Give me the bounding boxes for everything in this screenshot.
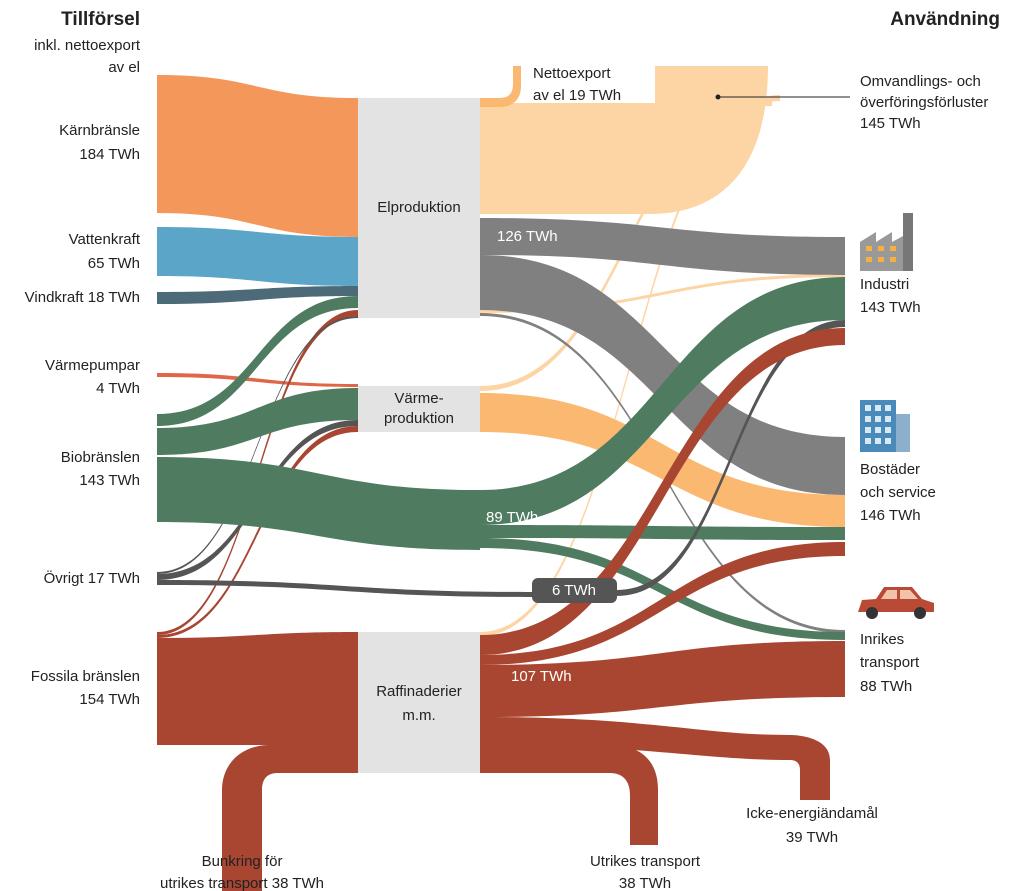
sink-value: 88 TWh bbox=[860, 678, 912, 695]
source-label: Vattenkraft bbox=[69, 231, 141, 248]
source-label: Vindkraft 18 TWh bbox=[25, 289, 140, 306]
flow-label: 126 TWh bbox=[497, 228, 558, 245]
use-title: Användning bbox=[890, 9, 1000, 30]
flow bbox=[157, 388, 358, 455]
flow bbox=[157, 632, 358, 745]
supply-subtitle: av el bbox=[108, 59, 140, 76]
export-label: Icke-energiändamål bbox=[746, 805, 878, 822]
process-box bbox=[358, 386, 480, 432]
flow bbox=[480, 542, 845, 665]
flow-pill bbox=[532, 578, 617, 603]
flow bbox=[480, 274, 845, 313]
flow bbox=[480, 277, 845, 525]
flow bbox=[157, 580, 532, 597]
flow bbox=[157, 457, 480, 550]
export-label: 38 TWh bbox=[619, 875, 671, 891]
source-label: Värmepumpar bbox=[45, 357, 140, 374]
sink-value: 143 TWh bbox=[860, 299, 921, 316]
flow-label: 107 TWh bbox=[511, 668, 572, 685]
flow bbox=[480, 218, 845, 275]
flow bbox=[480, 66, 768, 214]
flow bbox=[157, 75, 358, 237]
flow-label: 6 TWh bbox=[552, 582, 596, 599]
sink-label: Omvandlings- och bbox=[860, 73, 981, 90]
flow bbox=[222, 745, 358, 891]
sink-value: 145 TWh bbox=[860, 115, 921, 132]
flow bbox=[157, 227, 358, 286]
export-label: utrikes transport 38 TWh bbox=[160, 875, 324, 891]
flow bbox=[480, 328, 845, 655]
sink-label: transport bbox=[860, 654, 920, 671]
export-label: Nettoexport bbox=[533, 65, 611, 82]
flow bbox=[157, 286, 358, 304]
source-value: 154 TWh bbox=[79, 691, 140, 708]
export-label: av el 19 TWh bbox=[533, 87, 621, 104]
flow bbox=[157, 296, 358, 426]
flow bbox=[480, 525, 845, 540]
source-label: Biobränslen bbox=[61, 449, 140, 466]
flows bbox=[157, 66, 845, 891]
sink-label: och service bbox=[860, 484, 936, 501]
process-label: Värme- bbox=[394, 390, 443, 407]
sink-label: Industri bbox=[860, 276, 909, 293]
source-value: 143 TWh bbox=[79, 472, 140, 489]
flow-label: 89 TWh bbox=[486, 509, 538, 526]
source-value: 4 TWh bbox=[96, 380, 140, 397]
source-value: 184 TWh bbox=[79, 146, 140, 163]
source-label: Kärnbränsle bbox=[59, 122, 140, 139]
source-label: Övrigt 17 TWh bbox=[44, 569, 140, 587]
sink-label: Bostäder bbox=[860, 461, 920, 478]
export-label: 39 TWh bbox=[786, 829, 838, 846]
sink-label: Inrikes bbox=[860, 631, 904, 648]
process-label: m.m. bbox=[402, 707, 435, 724]
export-label: Bunkring för bbox=[202, 853, 283, 870]
flow bbox=[157, 373, 358, 387]
export-label: Utrikes transport bbox=[590, 853, 701, 870]
flow bbox=[617, 320, 845, 596]
flow bbox=[480, 641, 845, 717]
flow bbox=[157, 426, 358, 638]
process-label: produktion bbox=[384, 410, 454, 427]
flow bbox=[480, 66, 521, 107]
source-value: 65 TWh bbox=[88, 255, 140, 272]
flow bbox=[480, 393, 845, 527]
building-icon bbox=[860, 400, 910, 452]
process-label: Elproduktion bbox=[377, 199, 460, 216]
flow bbox=[480, 255, 845, 495]
sink-value: 146 TWh bbox=[860, 507, 921, 524]
car-icon bbox=[858, 587, 934, 619]
factory-icon bbox=[860, 213, 913, 271]
flow bbox=[157, 316, 358, 574]
supply-subtitle: inkl. nettoexport bbox=[34, 37, 141, 54]
supply-title: Tillförsel bbox=[61, 9, 140, 30]
process-box bbox=[358, 632, 480, 773]
flow bbox=[480, 717, 830, 800]
flow bbox=[480, 538, 845, 640]
sink-label: överföringsförluster bbox=[860, 94, 988, 111]
process-label: Raffinaderier bbox=[376, 683, 462, 700]
flow bbox=[480, 745, 658, 845]
process-box bbox=[358, 98, 480, 318]
source-label: Fossila bränslen bbox=[31, 668, 140, 685]
